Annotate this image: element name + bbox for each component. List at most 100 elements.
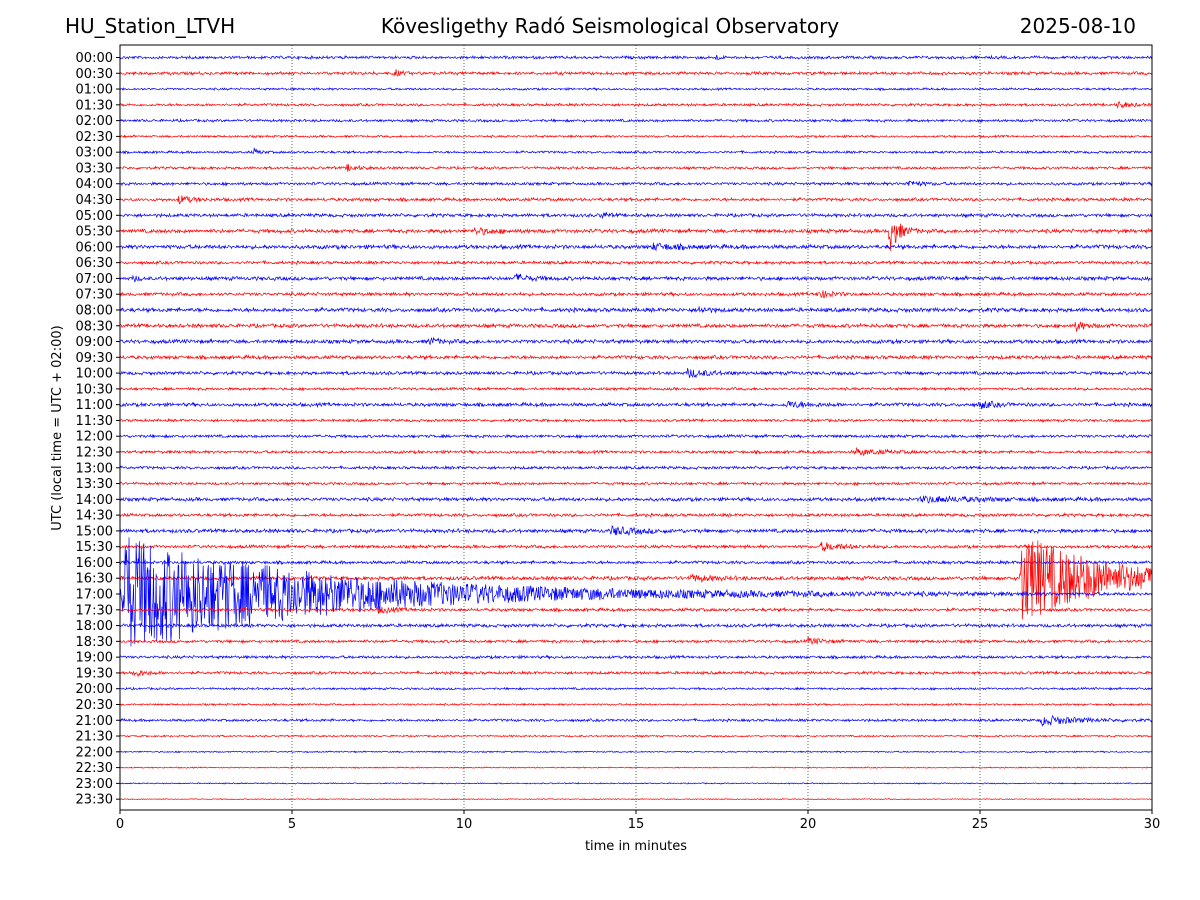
y-tick-label: 00:30 <box>76 67 113 82</box>
trace-1130 <box>120 417 1152 423</box>
trace-1330 <box>120 480 1152 487</box>
y-tick-label: 07:30 <box>76 288 113 303</box>
y-tick-label: 06:00 <box>76 240 113 255</box>
y-tick-label: 20:30 <box>76 698 113 713</box>
trace-0230 <box>120 134 1152 139</box>
trace-1230 <box>120 446 1152 457</box>
y-tick-label: 04:30 <box>76 193 113 208</box>
x-tick-label: 5 <box>288 817 296 832</box>
trace-0200 <box>120 117 1152 124</box>
trace-1100 <box>120 400 1152 410</box>
trace-0300 <box>120 146 1152 155</box>
y-tick-label: 17:00 <box>76 588 113 603</box>
trace-0830 <box>120 321 1152 332</box>
y-tick-label: 13:00 <box>76 461 113 476</box>
grid-lines <box>291 45 981 810</box>
y-tick-label: 05:30 <box>76 225 113 240</box>
trace-2100 <box>120 714 1152 727</box>
trace-1430 <box>120 512 1152 518</box>
x-tick-label: 30 <box>1144 817 1161 832</box>
y-tick-label: 22:00 <box>76 745 113 760</box>
trace-0630 <box>120 259 1152 266</box>
trace-1300 <box>120 464 1152 471</box>
y-tick-label: 15:00 <box>76 524 113 539</box>
trace-0400 <box>120 180 1152 187</box>
y-tick-label: 14:30 <box>76 509 113 524</box>
trace-1500 <box>120 525 1152 537</box>
y-tick-label: 23:30 <box>76 793 113 808</box>
seismic-traces <box>120 54 1152 801</box>
trace-0530 <box>120 223 1152 251</box>
trace-1600 <box>120 559 1152 566</box>
trace-0730 <box>120 290 1152 299</box>
trace-0130 <box>120 100 1152 110</box>
y-tick-label: 11:30 <box>76 414 113 429</box>
trace-2330 <box>120 798 1152 801</box>
x-tick-label: 15 <box>628 817 645 832</box>
trace-1000 <box>120 368 1152 379</box>
y-tick-label: 09:00 <box>76 335 113 350</box>
y-tick-label: 03:00 <box>76 146 113 161</box>
x-axis-label: time in minutes <box>585 839 687 854</box>
station-name: HU_Station_LTVH <box>65 14 236 38</box>
y-tick-label: 02:00 <box>76 114 113 129</box>
trace-2300 <box>120 782 1152 785</box>
trace-0900 <box>120 336 1152 346</box>
y-tick-label: 23:00 <box>76 777 113 792</box>
y-tick-label: 10:30 <box>76 382 113 397</box>
trace-1700 <box>120 537 1152 647</box>
y-tick-label: 16:00 <box>76 556 113 571</box>
y-tick-label: 21:30 <box>76 730 113 745</box>
trace-1030 <box>120 386 1152 392</box>
y-tick-label: 18:00 <box>76 619 113 634</box>
trace-0500 <box>120 211 1152 220</box>
trace-1930 <box>120 669 1152 678</box>
trace-0100 <box>120 86 1152 92</box>
y-tick-label: 19:00 <box>76 651 113 666</box>
y-tick-label: 07:00 <box>76 272 113 287</box>
trace-0000 <box>120 54 1152 61</box>
y-tick-label: 14:00 <box>76 493 113 508</box>
trace-1730 <box>120 605 1152 615</box>
y-tick-label: 04:00 <box>76 177 113 192</box>
x-tick-label: 20 <box>800 817 817 832</box>
y-tick-label: 21:00 <box>76 714 113 729</box>
trace-0700 <box>120 273 1152 283</box>
trace-1900 <box>120 654 1152 660</box>
y-tick-label: 20:00 <box>76 682 113 697</box>
chart-title: Kövesligethy Radó Seismological Observat… <box>380 14 840 38</box>
y-tick-label: 19:30 <box>76 666 113 681</box>
trace-1800 <box>120 622 1152 629</box>
y-tick-label: 16:30 <box>76 572 113 587</box>
y-tick-label: 10:00 <box>76 367 113 382</box>
y-axis-label: UTC (local time = UTC + 02:00) <box>50 325 65 530</box>
y-tick-label: 12:30 <box>76 446 113 461</box>
trace-2130 <box>120 734 1152 738</box>
y-tick-label: 22:30 <box>76 761 113 776</box>
y-tick-label: 08:30 <box>76 319 113 334</box>
trace-1200 <box>120 433 1152 439</box>
y-tick-label: 03:30 <box>76 161 113 176</box>
trace-2200 <box>120 750 1152 754</box>
y-tick-label: 11:00 <box>76 398 113 413</box>
y-tick-label: 02:30 <box>76 130 113 145</box>
y-tick-label: 00:00 <box>76 51 113 66</box>
y-tick-label: 12:00 <box>76 430 113 445</box>
y-tick-label: 13:30 <box>76 477 113 492</box>
trace-2030 <box>120 702 1152 707</box>
trace-0800 <box>120 306 1152 314</box>
y-tick-label: 01:00 <box>76 83 113 98</box>
trace-0330 <box>120 164 1152 172</box>
y-tick-label: 18:30 <box>76 635 113 650</box>
y-tick-label: 06:30 <box>76 256 113 271</box>
trace-0030 <box>120 69 1152 77</box>
y-tick-label: 01:30 <box>76 98 113 113</box>
trace-0600 <box>120 242 1152 252</box>
x-tick-label: 25 <box>972 817 989 832</box>
trace-0430 <box>120 195 1152 205</box>
y-tick-label: 08:00 <box>76 303 113 318</box>
trace-1630 <box>120 540 1152 620</box>
x-axis: 0 5 10 15 20 25 30 <box>116 810 1160 832</box>
x-tick-label: 0 <box>116 817 124 832</box>
